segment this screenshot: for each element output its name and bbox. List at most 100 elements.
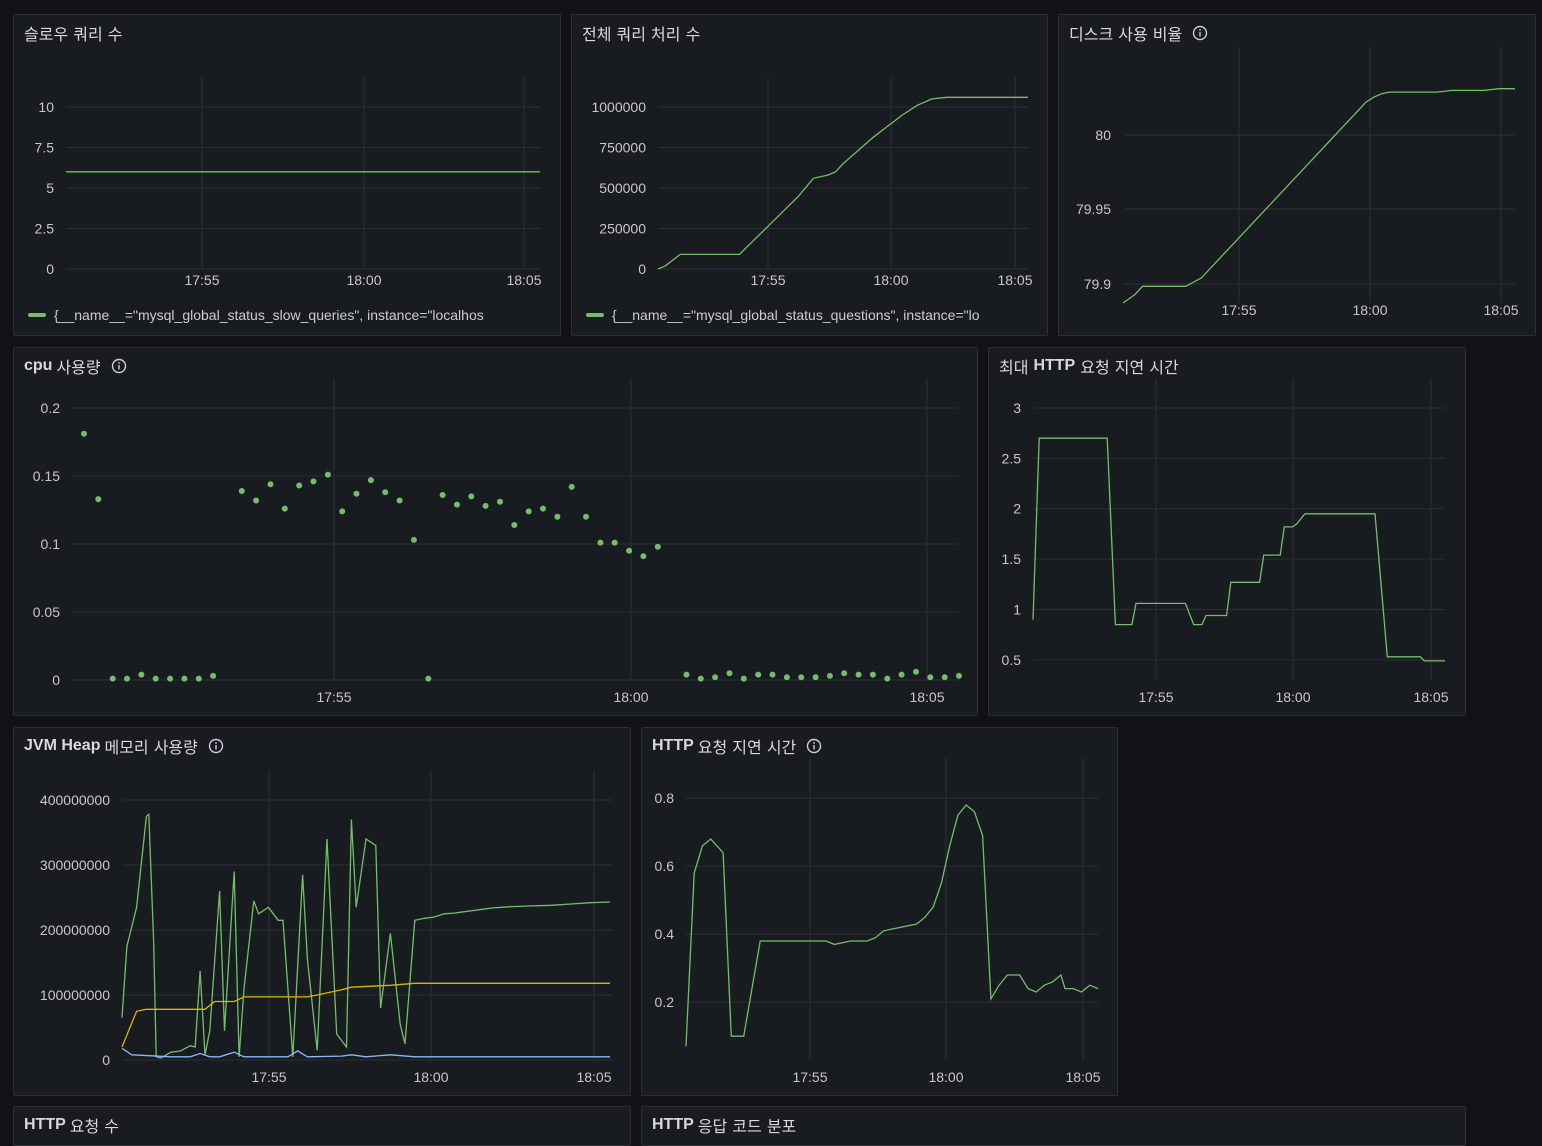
data-point bbox=[497, 498, 503, 505]
x-tick-label: 17:55 bbox=[792, 1069, 827, 1085]
info-icon[interactable] bbox=[1192, 25, 1208, 41]
panel-title-en: HTTP bbox=[1033, 357, 1076, 374]
data-point bbox=[554, 513, 561, 520]
legend-swatch bbox=[28, 313, 46, 317]
info-icon[interactable] bbox=[806, 738, 822, 754]
y-tick-label: 2 bbox=[1013, 501, 1021, 517]
x-tick-label: 18:05 bbox=[1065, 1069, 1100, 1085]
y-tick-label: 1 bbox=[1013, 601, 1021, 617]
data-point bbox=[855, 671, 862, 678]
x-tick-label: 17:55 bbox=[184, 272, 219, 288]
data-point bbox=[826, 672, 833, 679]
panel-total-queries[interactable]: 전체 쿼리 처리 수 0 250000 500000 750000 1000000 17:… bbox=[571, 14, 1048, 336]
data-point bbox=[841, 670, 848, 677]
panel-jvm-heap[interactable]: JVM Heap 메모리 사용량 0 100000000 200000000 30000… bbox=[13, 727, 631, 1096]
data-point bbox=[726, 670, 733, 677]
panel-title[interactable]: 최대 HTTP 요청 지연 시간 bbox=[999, 354, 1179, 378]
series-line bbox=[1122, 88, 1515, 304]
x-tick-label: 17:55 bbox=[316, 689, 351, 705]
legend-swatch bbox=[586, 313, 604, 317]
data-point bbox=[654, 543, 661, 550]
x-tick-label: 17:55 bbox=[1138, 689, 1173, 705]
y-tick-label: 0.05 bbox=[33, 604, 60, 620]
x-tick-label: 18:00 bbox=[1352, 302, 1387, 318]
panel-title-ko: 요청 수 bbox=[69, 1117, 120, 1136]
panel-disk-usage[interactable]: 디스크 사용 비율 79.9 79.95 80 17:55 18:00 18:05 bbox=[1058, 14, 1536, 336]
data-point bbox=[898, 671, 905, 678]
panel-http-requests[interactable]: HTTP 요청 수 bbox=[13, 1106, 631, 1146]
data-point bbox=[138, 671, 145, 678]
http-latency-chart: 0.2 0.4 0.6 0.8 17:55 18:00 18:05 bbox=[655, 758, 1101, 1085]
data-point bbox=[396, 497, 403, 504]
data-point bbox=[640, 553, 647, 560]
y-tick-label: 250000 bbox=[599, 221, 646, 237]
panel-title[interactable]: 디스크 사용 비율 bbox=[1069, 21, 1208, 45]
panel-title[interactable]: HTTP 요청 수 bbox=[24, 1113, 119, 1137]
info-icon[interactable] bbox=[208, 738, 224, 754]
y-tick-label: 0 bbox=[102, 1052, 110, 1068]
data-point bbox=[511, 522, 518, 528]
data-point bbox=[869, 671, 876, 678]
panel-title[interactable]: 전체 쿼리 처리 수 bbox=[582, 21, 700, 45]
panel-title[interactable]: HTTP 응답 코드 분포 bbox=[652, 1113, 796, 1137]
data-point bbox=[454, 501, 460, 508]
data-point bbox=[382, 489, 389, 496]
data-point bbox=[152, 675, 159, 682]
y-tick-label: 0.2 bbox=[655, 994, 675, 1010]
jvm-heap-chart: 0 100000000 200000000 300000000 400000000 17:… bbox=[40, 770, 612, 1085]
data-point bbox=[439, 492, 446, 498]
legend[interactable]: {__name__="mysql_global_status_slow_quer… bbox=[28, 307, 484, 323]
series-line bbox=[685, 804, 1099, 1047]
data-point bbox=[626, 547, 633, 554]
info-icon[interactable] bbox=[111, 358, 127, 374]
panel-title[interactable]: HTTP 요청 지연 시간 bbox=[652, 734, 822, 758]
legend[interactable]: {__name__="mysql_global_status_questions… bbox=[586, 307, 1036, 323]
data-point bbox=[468, 493, 475, 500]
panel-title-text: 전체 쿼리 처리 수 bbox=[582, 25, 701, 44]
total-queries-chart: 0 250000 500000 750000 1000000 17:55 18:00 18:0… bbox=[591, 77, 1033, 288]
panel-title[interactable]: cpu 사용량 bbox=[24, 354, 127, 378]
panel-title[interactable]: JVM Heap 메모리 사용량 bbox=[24, 734, 224, 758]
y-tick-label: 79.9 bbox=[1084, 276, 1111, 292]
y-tick-label: 0.4 bbox=[655, 926, 675, 942]
panel-cpu-usage[interactable]: cpu 사용량 0 0.05 0.1 0.15 0.2 17:55 18:00 18:05 bbox=[13, 347, 978, 716]
panel-http-latency[interactable]: HTTP 요청 지연 시간 0.2 0.4 0.6 0.8 17:55 18:00 18:05 bbox=[641, 727, 1118, 1096]
data-point bbox=[913, 668, 919, 675]
y-tick-label: 200000000 bbox=[40, 922, 110, 938]
x-tick-label: 18:05 bbox=[506, 272, 541, 288]
y-tick-label: 0 bbox=[638, 261, 646, 277]
x-tick-label: 18:05 bbox=[576, 1069, 611, 1085]
y-tick-label: 7.5 bbox=[35, 140, 55, 156]
series-line bbox=[121, 982, 610, 1048]
data-point bbox=[109, 675, 116, 682]
y-tick-label: 2.5 bbox=[1002, 450, 1022, 466]
x-tick-label: 18:00 bbox=[928, 1069, 963, 1085]
data-point bbox=[181, 675, 188, 682]
data-point bbox=[210, 672, 217, 679]
y-tick-label: 0.8 bbox=[655, 790, 675, 806]
y-tick-label: 100000000 bbox=[40, 987, 110, 1003]
data-point bbox=[195, 675, 202, 682]
data-point bbox=[281, 505, 288, 512]
x-tick-label: 18:00 bbox=[873, 272, 908, 288]
panel-title-en: HTTP bbox=[24, 1116, 66, 1133]
y-tick-label: 5 bbox=[46, 180, 54, 196]
panel-title-text: 슬로우 쿼리 수 bbox=[24, 25, 123, 44]
data-point bbox=[697, 675, 704, 682]
data-point bbox=[425, 675, 432, 682]
data-point bbox=[339, 508, 346, 515]
data-point bbox=[597, 539, 604, 546]
y-tick-label: 80 bbox=[1095, 127, 1111, 143]
series-line bbox=[1032, 437, 1445, 662]
panel-max-http-latency[interactable]: 최대 HTTP 요청 지연 시간 0.5 1 1.5 2 2.5 3 17:55 18:00 1… bbox=[988, 347, 1466, 716]
data-point bbox=[783, 674, 790, 681]
y-tick-label: 750000 bbox=[599, 140, 646, 156]
slow-queries-chart: 0 2.5 5 7.5 10 17:55 18:00 18:05 bbox=[35, 77, 542, 288]
panel-slow-queries[interactable]: 슬로우 쿼리 수 0 2.5 5 7.5 10 17:55 18:00 18:05 {__na… bbox=[13, 14, 561, 336]
y-tick-label: 0.1 bbox=[41, 536, 61, 552]
data-point bbox=[884, 675, 891, 682]
panel-title[interactable]: 슬로우 쿼리 수 bbox=[24, 21, 123, 45]
panel-http-status-codes[interactable]: HTTP 응답 코드 분포 bbox=[641, 1106, 1466, 1146]
max-http-latency-chart: 0.5 1 1.5 2 2.5 3 17:55 18:00 18:05 bbox=[1002, 378, 1449, 705]
panel-title-en: HTTP bbox=[652, 1116, 694, 1133]
